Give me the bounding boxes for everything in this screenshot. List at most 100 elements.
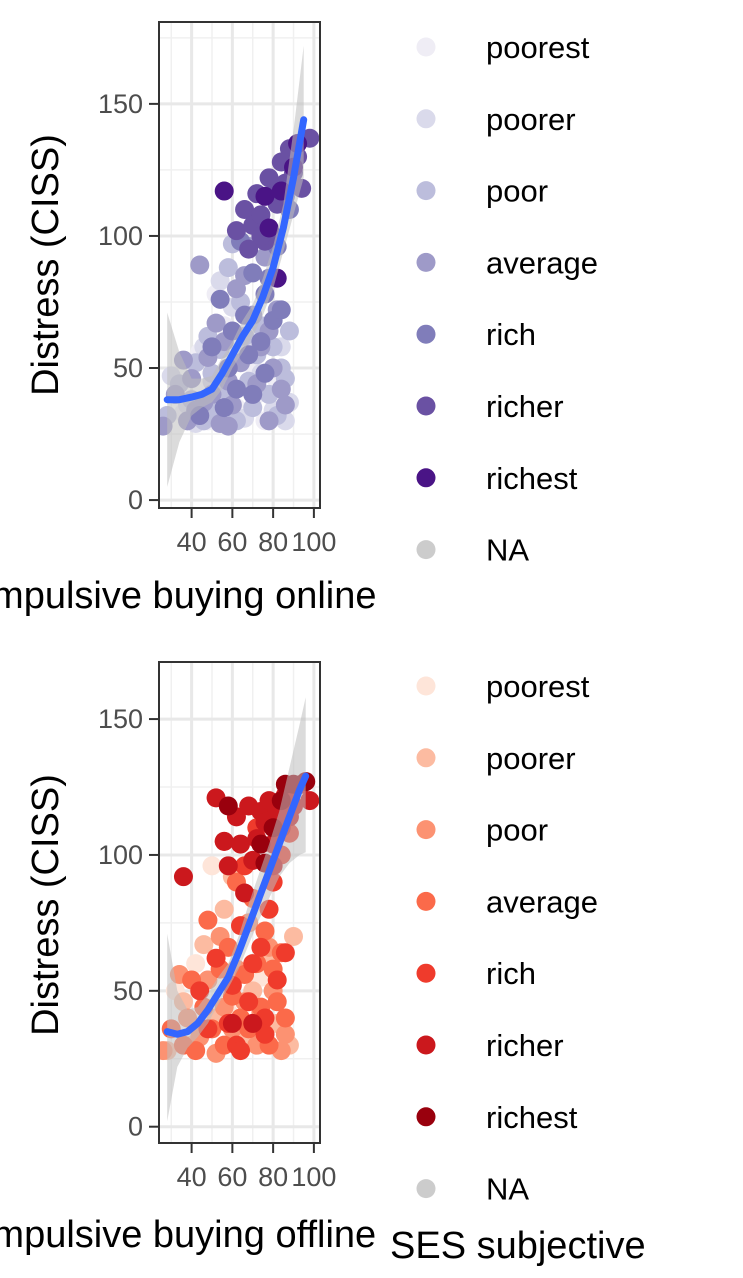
- legend-item-NA: NA: [416, 1172, 529, 1207]
- plot-area: [159, 697, 320, 1122]
- x-tick-label: 100: [291, 1162, 336, 1192]
- plot-background: [159, 662, 320, 1143]
- legend-key: [416, 748, 436, 768]
- legend-key: [416, 109, 436, 129]
- data-point: [214, 831, 234, 851]
- legend-key: [416, 468, 436, 488]
- data-point: [194, 935, 214, 955]
- data-point: [284, 926, 304, 946]
- data-point: [226, 379, 246, 399]
- data-point: [267, 992, 287, 1012]
- legend-item-poorer: poorer: [416, 102, 576, 137]
- y-tick-label: 100: [98, 840, 143, 870]
- legend-item-average: average: [416, 245, 598, 280]
- legend-key: [416, 1107, 436, 1127]
- data-point: [243, 1013, 263, 1033]
- legend-key: [416, 252, 436, 272]
- data-point: [255, 363, 275, 383]
- plot-area: [159, 45, 320, 487]
- data-point: [206, 313, 226, 333]
- legend-label: NA: [486, 533, 529, 568]
- data-point: [210, 289, 230, 309]
- data-point: [198, 910, 218, 930]
- legend-item-rich: rich: [416, 317, 536, 352]
- legend-key: [416, 891, 436, 911]
- x-axis-title: Compulsive buying online: [0, 575, 377, 617]
- legend-key: [416, 324, 436, 344]
- data-point: [259, 218, 279, 238]
- x-tick-label: 60: [217, 527, 247, 557]
- legend-item-poorer: poorer: [416, 741, 576, 776]
- legend-key: [416, 676, 436, 696]
- legend-label: average: [486, 245, 598, 280]
- legend-item-average: average: [416, 884, 598, 919]
- data-point: [206, 948, 226, 968]
- data-point: [235, 883, 255, 903]
- data-point: [186, 1041, 206, 1061]
- smooth-line: [163, 116, 308, 404]
- x-axis-title: Compulsive buying offline: [0, 1214, 376, 1256]
- data-point: [259, 168, 279, 188]
- legend-key: [416, 540, 436, 560]
- panel-border: [158, 21, 321, 509]
- legend-key: [416, 37, 436, 57]
- data-point: [243, 954, 263, 974]
- legend-label: poorer: [486, 102, 576, 137]
- y-tick-label: 150: [98, 704, 143, 734]
- legend-label: poorest: [486, 669, 590, 704]
- legend-item-richer: richer: [416, 1028, 564, 1063]
- legend-key: [416, 820, 436, 840]
- plot-background: [159, 22, 320, 508]
- data-point: [275, 943, 295, 963]
- legend-label: rich: [486, 317, 536, 352]
- data-point: [218, 416, 238, 436]
- x-tick-label: 40: [177, 527, 207, 557]
- data-point: [239, 239, 259, 259]
- data-point: [173, 867, 193, 887]
- legend-item-richer: richer: [416, 389, 564, 424]
- legend-item-richest: richest: [416, 461, 578, 496]
- data-point: [226, 221, 246, 241]
- legend-title: SES subjective: [390, 1225, 646, 1267]
- data-point: [243, 263, 263, 283]
- data-point: [190, 981, 210, 1001]
- x-tick-label: 80: [258, 527, 288, 557]
- legend-key: [416, 1179, 436, 1199]
- legend-label: average: [486, 884, 598, 919]
- data-point: [235, 200, 255, 220]
- legend-label: richer: [486, 389, 564, 424]
- data-point: [231, 1041, 251, 1061]
- data-point: [275, 395, 295, 415]
- data-point: [186, 954, 206, 974]
- data-point: [279, 321, 299, 341]
- legend-item-richest: richest: [416, 1100, 578, 1135]
- legend-item-poorest: poorest: [416, 669, 590, 704]
- x-tick-label: 60: [217, 1162, 247, 1192]
- data-point: [214, 398, 234, 418]
- data-point: [202, 337, 222, 357]
- data-point: [271, 300, 291, 320]
- y-axis: 0 50 100 150: [98, 704, 159, 1142]
- legend-key: [416, 1035, 436, 1055]
- data-point: [251, 332, 271, 352]
- legend-label: NA: [486, 1172, 529, 1207]
- smooth-line: [163, 772, 310, 1038]
- data-point: [239, 992, 259, 1012]
- data-point: [255, 1024, 275, 1044]
- legend-key: [416, 396, 436, 416]
- x-tick-label: 100: [291, 527, 336, 557]
- data-point: [243, 398, 263, 418]
- y-axis-title: Distress (CISS): [25, 134, 67, 396]
- y-axis: 0 50 100 150: [98, 89, 159, 515]
- x-tick-label: 80: [258, 1162, 288, 1192]
- legend-label: poor: [486, 174, 548, 209]
- legend-item-poor: poor: [416, 813, 548, 848]
- data-point: [231, 834, 251, 854]
- legend-item-poor: poor: [416, 174, 548, 209]
- legend-label: richest: [486, 1100, 578, 1135]
- y-tick-label: 50: [113, 353, 143, 383]
- y-tick-label: 150: [98, 89, 143, 119]
